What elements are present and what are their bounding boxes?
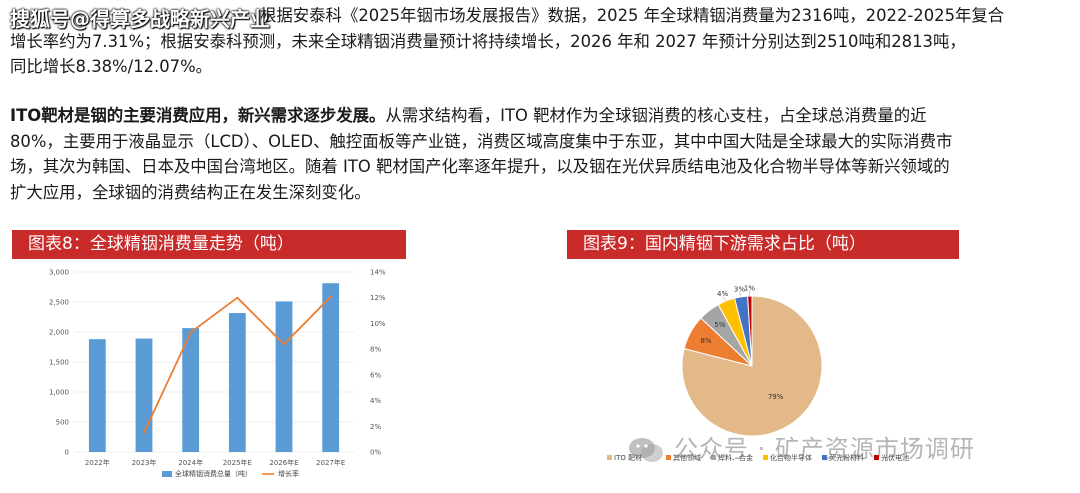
leader-line	[739, 291, 742, 297]
legend-label: 光伏电池	[881, 453, 909, 462]
y-right-tick-label: 6%	[370, 371, 381, 379]
watermark-bottom-text: 公众号 · 矿产资源市场调研	[674, 435, 975, 463]
y-right-tick-label: 8%	[370, 346, 381, 354]
legend-label: 荧光粉材料	[829, 453, 864, 462]
bar	[228, 313, 246, 452]
y-left-tick-label: 500	[56, 419, 69, 427]
y-left-tick-label: 3,000	[49, 269, 69, 277]
bar	[135, 338, 153, 452]
legend-swatch-bar	[162, 471, 172, 477]
paragraph-consumption: 根据安泰科《2025年铟市场发展报告》数据，2025 年全球精铟消费量为2316…	[10, 3, 1072, 80]
pie-percent-label: 8%	[700, 337, 711, 345]
paragraph-line-rest: 从需求结构看，ITO 靶材作为全球铟消费的核心支柱，占全球总消费量的近	[385, 106, 927, 125]
pie-percent-label: 1%	[744, 285, 755, 293]
y-right-tick-label: 4%	[370, 397, 381, 405]
watermark-top: 搜狐号@得算多战略新兴产业	[10, 7, 270, 31]
legend-label: ITO 靶材	[614, 453, 642, 462]
x-tick-label: 2026年E	[269, 458, 298, 467]
paragraph-line: 扩大应用，全球铟的消费结构正在发生深刻变化。	[10, 182, 371, 202]
figure9-svg: 79% 8%5% 4% 3%1% ITO 靶材 其他领域 焊料、合金 化合物半导体 荧光粉材料 光…	[607, 285, 909, 462]
legend-label-line: 增长率	[278, 469, 299, 478]
growth-point	[143, 431, 145, 434]
legend-swatch	[763, 455, 768, 460]
legend-swatch	[711, 455, 716, 460]
paragraph-line: 根据安泰科《2025年铟市场发展报告》数据，2025 年全球精铟消费量为2316…	[260, 6, 1005, 25]
paragraph-bold-lead: ITO靶材是铟的主要消费应用，新兴需求逐步发展。	[10, 106, 386, 125]
x-tick-label: 2024年	[178, 458, 203, 467]
y-left-tick-label: 2,000	[49, 329, 69, 337]
leader-line	[722, 296, 727, 302]
pie-percent-label: 79%	[768, 393, 784, 401]
legend-label: 化合物半导体	[770, 453, 812, 462]
paragraph-line: 80%，主要用于液晶显示（LCD）、OLED、触控面板等产业链，消费区域高度集中…	[10, 131, 953, 151]
pie-percent-label: 3%	[734, 285, 745, 293]
x-tick-label: 2022年	[85, 458, 110, 467]
watermark-bottom: 公众号 · 矿产资源市场调研	[628, 429, 975, 464]
figure8-title: 图表8：全球精铟消费量走势（吨）	[12, 230, 406, 259]
figure8-chart: 0 500 1,000 1,500 2,000 2,500 3,000 0% 2% 4% 6% 8% 1…	[12, 260, 392, 490]
y-right-tick-label: 10%	[370, 320, 386, 328]
figure9-chart: 79% 8% 5% 4% 3% 1% ITO 靶材 其他领域 焊料、合金 化合物半导体 荧光粉材料 光…	[585, 262, 915, 490]
legend-swatch	[822, 455, 827, 460]
growth-point	[283, 343, 285, 346]
pie-percent-label: 5%	[714, 321, 725, 329]
paragraph-line: 场，其次为韩国、日本及中国台湾地区。随着 ITO 靶材国产化率逐年提升，以及铟在…	[10, 157, 950, 176]
y-left-tick-label: 1,500	[49, 359, 69, 367]
y-left-tick-label: 2,500	[49, 299, 69, 307]
x-tick-label: 2023年	[132, 458, 157, 467]
paragraph-line: 同比增长8.38%/12.07%。	[10, 57, 213, 76]
growth-point	[236, 296, 239, 299]
bar	[182, 328, 200, 452]
y-right-tick-label: 12%	[370, 294, 386, 302]
y-right-tick-label: 0%	[370, 449, 381, 457]
figure9-title: 图表9：国内精铟下游需求占比（吨）	[567, 230, 959, 259]
legend-label: 焊料、合金	[718, 453, 753, 462]
wechat-logo-icon	[629, 438, 663, 462]
y-left-tick-label: 0	[65, 449, 69, 457]
y-right-tick-label: 2%	[370, 423, 381, 431]
figure8-svg: 0 500 1,000 1,500 2,000 2,500 3,000 0% 2% 4% 6% 8% 1…	[49, 269, 386, 479]
growth-point	[329, 295, 332, 298]
x-tick-label: 2027年E	[316, 458, 345, 467]
paragraph-line: 增长率约为7.31%；根据安泰科预测，未来全球精铟消费量预计将持续增长，2026…	[10, 31, 966, 51]
bar	[88, 339, 106, 452]
pie-slice	[747, 295, 753, 367]
legend-swatch	[874, 455, 879, 460]
y-left-tick-label: 1,000	[49, 389, 69, 397]
legend-swatch	[666, 455, 671, 460]
bar	[322, 283, 340, 452]
paragraph-line: ITO靶材是铟的主要消费应用，新兴需求逐步发展。从需求结构看，ITO 靶材作为全…	[10, 103, 1072, 129]
legend-label: 其他领域	[673, 453, 701, 462]
x-tick-label: 2025年E	[223, 458, 252, 467]
y-right-tick-label: 14%	[370, 269, 386, 277]
growth-point	[189, 331, 192, 334]
bar	[275, 301, 293, 452]
paragraph-ito: ITO靶材是铟的主要消费应用，新兴需求逐步发展。从需求结构看，ITO 靶材作为全…	[10, 103, 1072, 205]
legend-swatch	[607, 455, 612, 460]
pie-percent-label: 4%	[717, 290, 728, 298]
legend-label-bar: 全球精铟消费总量（吨）	[175, 469, 252, 478]
